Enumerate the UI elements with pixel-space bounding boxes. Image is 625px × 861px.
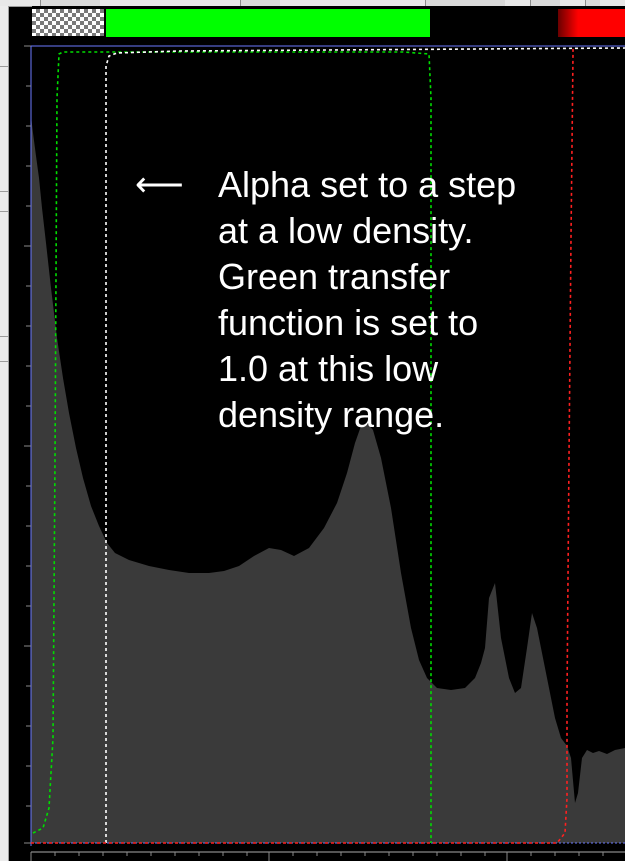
panel-divider	[0, 361, 8, 362]
panel-divider	[0, 336, 8, 337]
alpha-transfer-curve[interactable]	[105, 47, 625, 843]
green-color-segment[interactable]	[106, 9, 430, 37]
toolbar-segment[interactable]	[505, 0, 531, 6]
color-transfer-bar[interactable]	[32, 6, 625, 38]
red-color-segment[interactable]	[558, 9, 625, 37]
annotation-text: Alpha set to a step at a low density. Gr…	[218, 164, 517, 435]
panel-divider	[0, 211, 8, 212]
toolbar-segment[interactable]	[600, 0, 625, 6]
transparency-checker-swatch	[32, 9, 104, 36]
left-arrow-icon: ⟵	[135, 166, 184, 204]
x-axis-ticks	[30, 852, 604, 861]
density-histogram	[31, 116, 625, 843]
transfer-function-plot[interactable]	[9, 38, 625, 861]
green-transfer-curve[interactable]	[32, 51, 432, 843]
red-transfer-curve[interactable]	[31, 46, 574, 844]
toolbar-segment[interactable]	[280, 0, 426, 6]
panel-divider	[0, 66, 8, 67]
toolbar-segment[interactable]	[560, 0, 586, 6]
y-axis-ticks	[24, 45, 31, 844]
panel-divider	[0, 191, 8, 192]
toolbar-segment[interactable]	[0, 0, 41, 6]
toolbar-segment[interactable]	[100, 0, 241, 6]
left-panel-edge	[0, 6, 9, 861]
